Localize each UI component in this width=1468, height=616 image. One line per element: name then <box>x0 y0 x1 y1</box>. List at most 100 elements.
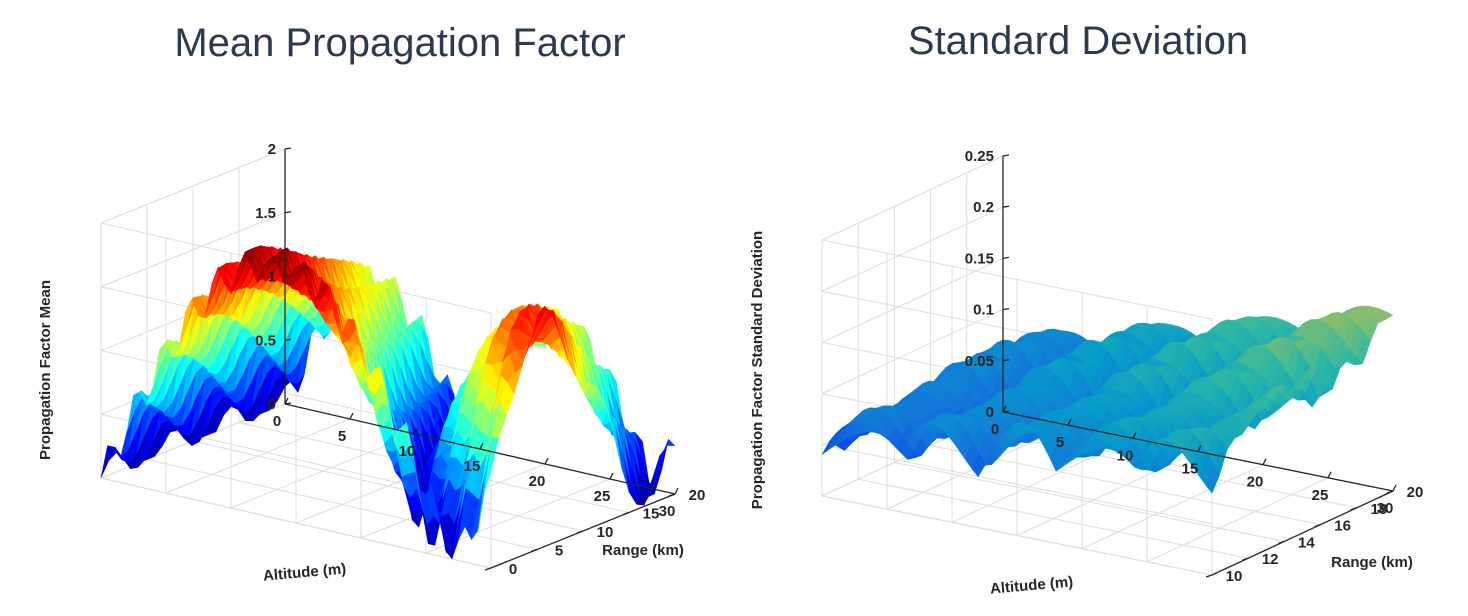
x-tick-mark <box>284 397 289 405</box>
x-tick-label: 5 <box>1056 434 1064 451</box>
y-tick-mark <box>530 548 538 553</box>
x-tick-mark <box>1132 432 1137 439</box>
y-tick-label: 10 <box>1226 568 1243 585</box>
x-axis-label: Altitude (m) <box>262 560 346 584</box>
z-tick-mark <box>1002 205 1010 208</box>
x-tick-label: 0 <box>991 421 999 438</box>
x-tick-mark <box>1067 418 1072 426</box>
y-tick-label: 20 <box>689 487 706 504</box>
z-tick-label: 1 <box>268 269 276 286</box>
z-tick-mark <box>284 338 292 341</box>
x-tick-label: 15 <box>464 458 481 475</box>
z-tick-mark <box>284 402 292 405</box>
x-tick-mark <box>414 427 419 435</box>
x-tick-label: 10 <box>1117 447 1134 464</box>
x-tick-mark <box>1197 445 1202 452</box>
floor-gridline <box>894 461 1285 542</box>
z-tick-label: 0.5 <box>255 332 276 349</box>
floor-gridline <box>951 437 1134 523</box>
z-tick-mark <box>1002 359 1010 362</box>
y-tick-label: 5 <box>555 543 563 560</box>
x-tick-label: 25 <box>1312 487 1329 504</box>
floor-gridline <box>858 478 1249 559</box>
tick-labels: 0 5 10 15 20 25 30 10 12 14 16 18 20 0 0.05 0.1 0.15 0.2 0… <box>965 148 1424 585</box>
z-tick-mark <box>284 274 292 278</box>
x-tick-label: 20 <box>1247 474 1264 491</box>
standard-deviation-chart: Standard Deviation 0 5 10 15 20 25 30 10 12 14 16 1… <box>749 19 1423 598</box>
y-tick-label: 15 <box>643 506 660 523</box>
z-tick-label: 0.2 <box>973 199 994 216</box>
x-tick-label: 30 <box>659 503 676 520</box>
z-tick-mark <box>1002 154 1010 157</box>
z-tick-label: 0 <box>986 404 994 421</box>
wall-gridline <box>821 206 1004 292</box>
x-tick-label: 20 <box>529 473 546 490</box>
z-tick-label: 0.15 <box>965 250 994 267</box>
x-tick-mark <box>1262 458 1267 465</box>
y-axis-line <box>1211 490 1394 576</box>
wall-gridline <box>821 257 1004 343</box>
x-tick-mark <box>349 412 354 420</box>
x-tick-mark <box>544 457 549 465</box>
y-tick-label: 18 <box>1370 501 1387 518</box>
floor-gridline <box>1146 477 1329 563</box>
mean-propagation-factor-chart: Mean Propagation Factor 0510152025300510… <box>37 21 705 585</box>
y-tick-label: 14 <box>1298 534 1315 551</box>
y-tick-mark <box>1278 540 1285 545</box>
y-tick-label: 0 <box>509 561 517 578</box>
z-tick-mark <box>284 147 292 150</box>
tick-labels: 0 5 10 15 20 25 30 0 5 10 15 20 0 0.5 1 1.5 2 <box>255 141 705 578</box>
wall-gridline <box>100 148 286 224</box>
x-tick-mark <box>1392 484 1397 492</box>
y-tick-mark <box>1350 507 1358 511</box>
y-tick-mark <box>622 511 630 516</box>
x-tick-label: 25 <box>594 488 611 505</box>
x-tick-label: 10 <box>399 443 416 460</box>
y-axis-label: Range (km) <box>1331 554 1413 571</box>
axes <box>284 147 679 571</box>
wall-gridline <box>821 495 1213 576</box>
z-tick-label: 2 <box>268 141 276 158</box>
z-axis-label: Propagation Factor Mean <box>37 280 54 460</box>
x-tick-label: 30 <box>1377 500 1394 517</box>
x-tick-mark <box>479 442 484 450</box>
x-tick-mark <box>1327 471 1332 479</box>
surface-patch <box>1205 462 1220 494</box>
wall-gridline <box>821 239 1213 320</box>
y-tick-label: 12 <box>1262 551 1279 568</box>
z-tick-label: 0.25 <box>965 148 994 165</box>
z-tick-label: 0.1 <box>973 302 994 319</box>
y-tick-mark <box>1241 557 1249 561</box>
y-tick-label: 20 <box>1407 484 1424 501</box>
axes <box>1002 154 1397 578</box>
wall-gridline <box>821 309 1004 395</box>
y-tick-label: 10 <box>597 524 614 541</box>
y-axis-label: Range (km) <box>602 542 684 559</box>
floor-gridline <box>1081 464 1264 550</box>
z-axis-label: Propagation Factor Standard Deviation <box>749 231 766 509</box>
x-tick-label: 5 <box>338 428 346 445</box>
wall-gridline <box>100 212 286 288</box>
wall-gridline <box>821 444 1213 525</box>
z-tick-label: 0.05 <box>965 353 994 370</box>
x-tick-mark <box>609 472 614 480</box>
z-tick-mark <box>284 211 292 214</box>
x-tick-mark <box>674 487 679 495</box>
y-tick-mark <box>668 493 676 497</box>
wall-gridline <box>821 155 1004 241</box>
y-tick-mark <box>576 530 584 534</box>
y-tick-mark <box>1314 523 1321 528</box>
x-tick-label: 0 <box>273 413 281 430</box>
chart-title: Standard Deviation <box>908 19 1248 63</box>
z-tick-label: 1.5 <box>255 205 276 222</box>
y-tick-mark <box>484 567 492 571</box>
chart-title: Mean Propagation Factor <box>174 21 625 65</box>
wall-gridline <box>100 477 492 569</box>
x-tick-label: 15 <box>1182 461 1199 478</box>
y-tick-label: 16 <box>1334 518 1351 535</box>
surface-patch <box>484 436 499 493</box>
z-tick-mark <box>1002 410 1010 413</box>
surface <box>100 245 676 560</box>
x-axis-label: Altitude (m) <box>989 573 1073 597</box>
